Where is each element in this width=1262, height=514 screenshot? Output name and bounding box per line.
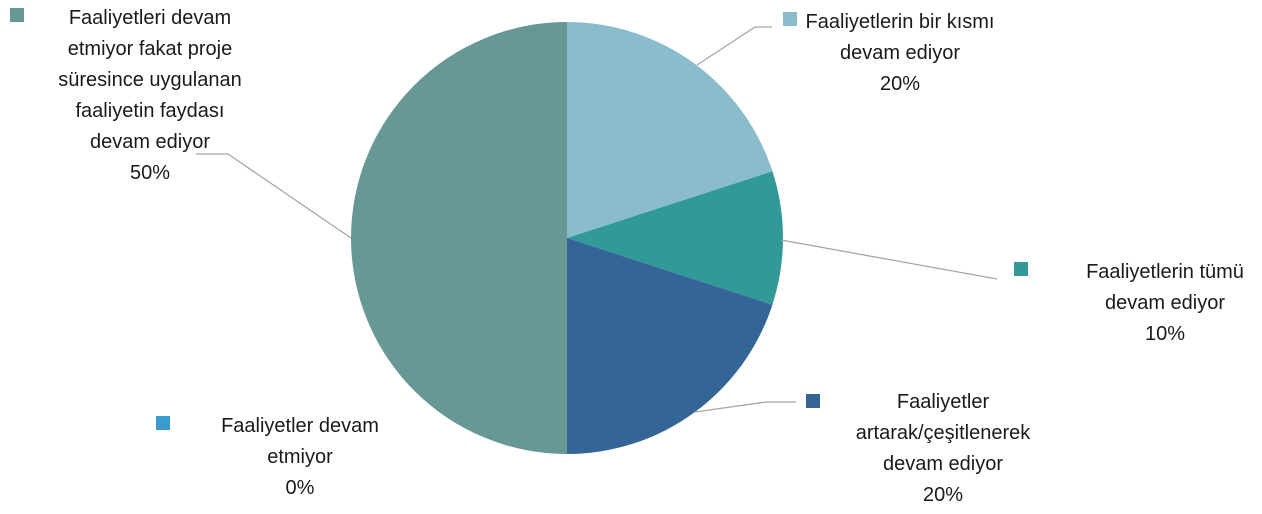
slice-label-line-4-1: etmiyor fakat proje [68, 38, 233, 60]
slice-label-line-3-0: Faaliyetler devam [221, 415, 379, 437]
leader-line-2 [694, 401, 796, 413]
leader-line-4 [196, 153, 352, 239]
slice-label-line-2-0: Faaliyetler [897, 391, 990, 413]
slice-label-line-2-2: devam ediyor [883, 453, 1003, 475]
slice-percent-1: 10% [1145, 323, 1185, 345]
slice-label-line-3-1: etmiyor [267, 446, 333, 468]
pie-slice-4 [351, 22, 567, 454]
pie-slices [351, 22, 783, 455]
slice-label-line-1-1: devam ediyor [1105, 292, 1225, 314]
slice-percent-2: 20% [923, 484, 963, 506]
slice-label-line-4-3: faaliyetin faydası [76, 100, 225, 122]
legend-swatch-4 [10, 8, 24, 22]
slice-label-line-2-1: artarak/çeşitlenerek [856, 422, 1032, 444]
slice-label-line-0-0: Faaliyetlerin bir kısmı [806, 11, 995, 33]
pie-slice-1 [567, 171, 783, 305]
slice-label-line-1-0: Faaliyetlerin tümü [1086, 261, 1244, 283]
leader-lines [196, 26, 998, 413]
legend-swatch-0 [783, 12, 797, 26]
slice-label-line-4-4: devam ediyor [90, 131, 210, 153]
pie-slice-0 [567, 22, 773, 238]
leader-line-1 [780, 239, 998, 280]
slice-label-line-4-0: Faaliyetleri devam [69, 7, 231, 29]
legend-swatch-2 [806, 394, 820, 408]
legend-swatch-1 [1014, 262, 1028, 276]
slice-labels: Faaliyetlerin bir kısmı devam ediyor 20% Fa… [10, 7, 1244, 506]
slice-percent-3: 0% [286, 477, 315, 499]
slice-label-line-4-2: süresince uygulanan [58, 69, 241, 91]
slice-percent-0: 20% [880, 73, 920, 95]
slice-label-line-0-1: devam ediyor [840, 42, 960, 64]
legend-swatch-3 [156, 416, 170, 430]
slice-percent-4: 50% [130, 162, 170, 184]
pie-slice-2 [567, 238, 773, 455]
leader-line-0 [696, 26, 772, 66]
